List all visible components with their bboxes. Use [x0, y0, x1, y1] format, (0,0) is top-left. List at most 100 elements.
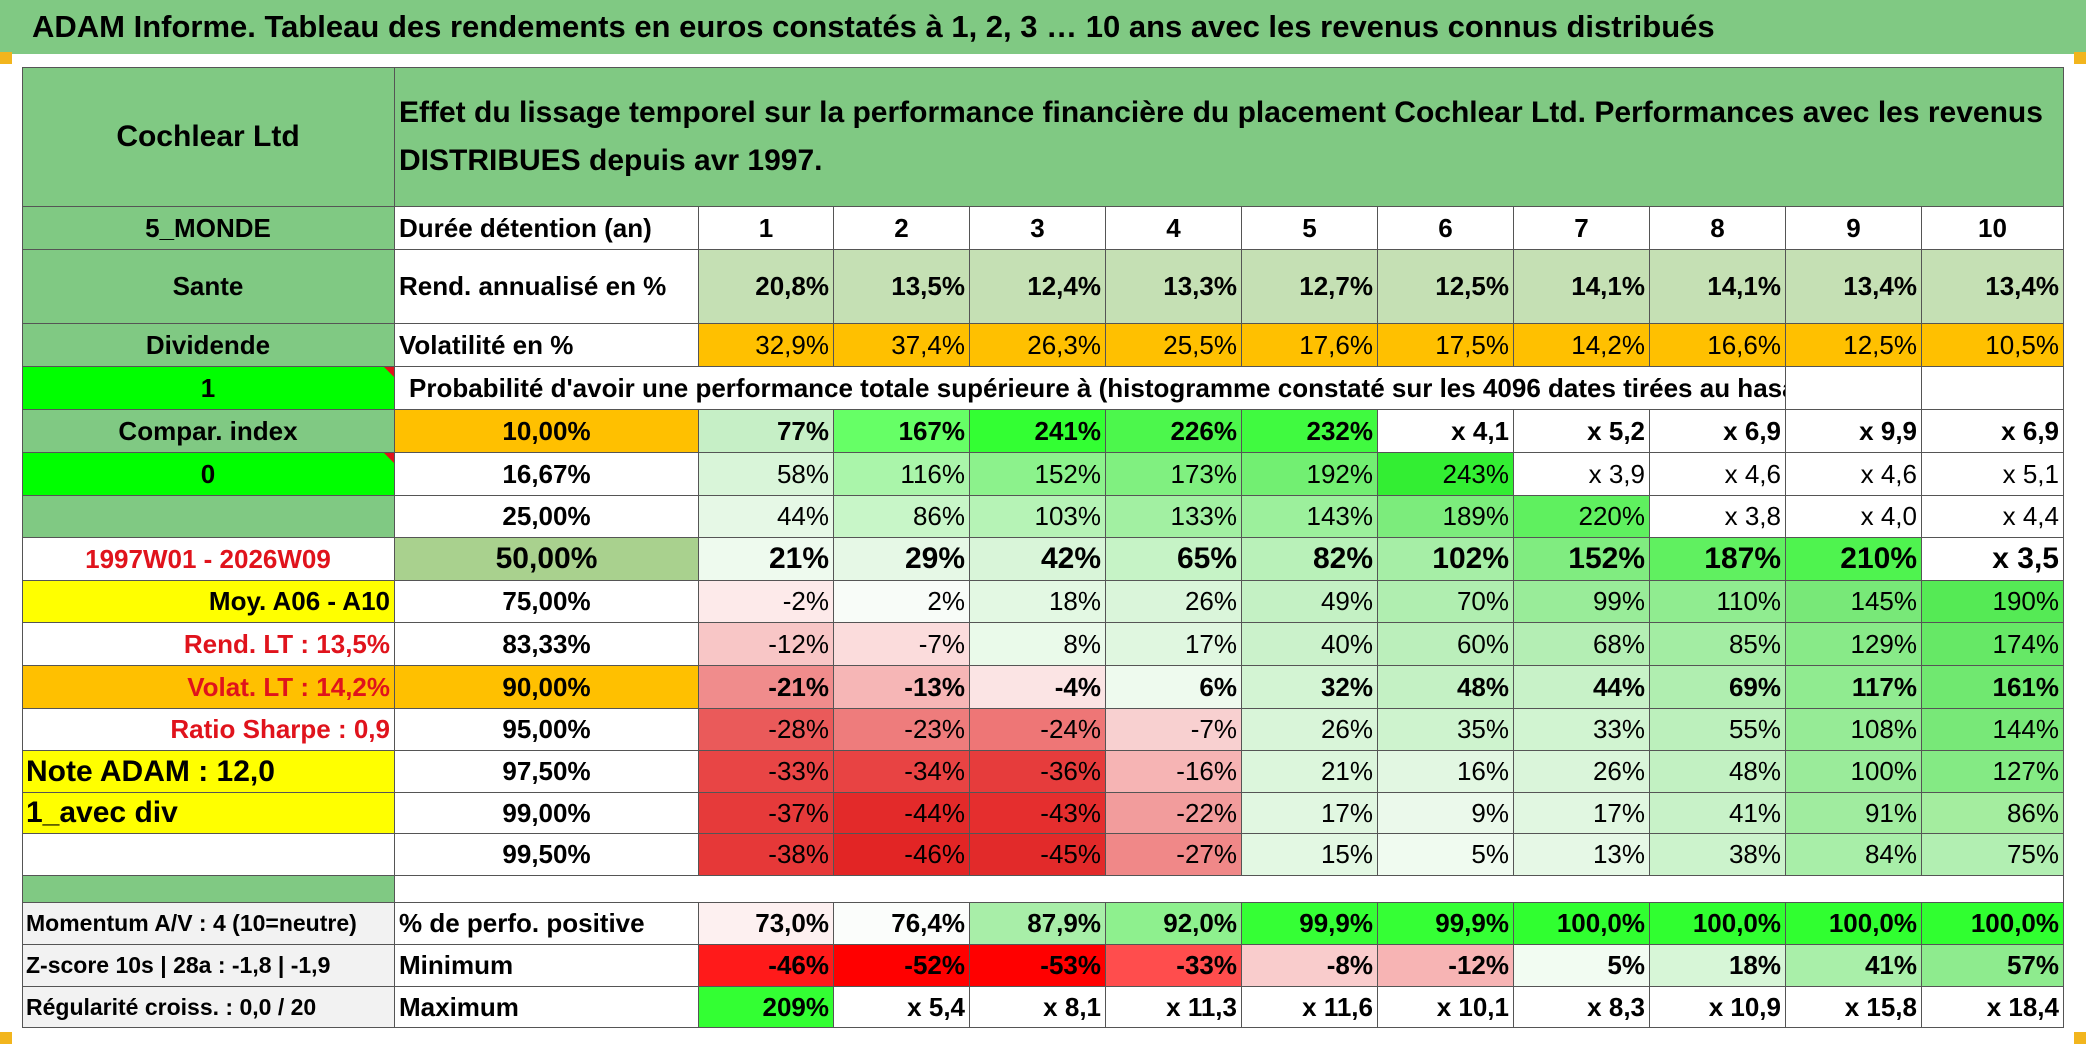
pos-label: % de perfo. positive: [395, 903, 699, 945]
quantile-value: -2%: [699, 581, 834, 623]
quantile-value: 226%: [1106, 410, 1242, 453]
quantile-value: 48%: [1378, 666, 1514, 709]
quantile-value: 69%: [1650, 666, 1786, 709]
max-value: x 11,6: [1242, 987, 1378, 1028]
vol-value: 26,3%: [970, 324, 1106, 367]
quantile-value: 49%: [1242, 581, 1378, 623]
quantile-label: 50,00%: [395, 538, 699, 581]
quantile-value: -7%: [1106, 709, 1242, 751]
quantile-value: -27%: [1106, 834, 1242, 876]
quantile-value: 38%: [1650, 834, 1786, 876]
vol-value: 37,4%: [834, 324, 970, 367]
quantile-value: -22%: [1106, 793, 1242, 834]
year-header: 8: [1650, 207, 1786, 250]
quantile-value: 145%: [1786, 581, 1922, 623]
quantile-value: x 5,2: [1514, 410, 1650, 453]
rend-value: 20,8%: [699, 250, 834, 324]
quantile-value: -13%: [834, 666, 970, 709]
quantile-value: 15%: [1242, 834, 1378, 876]
quantile-value: 13%: [1514, 834, 1650, 876]
quantile-value: 187%: [1650, 538, 1786, 581]
quantile-value: 77%: [699, 410, 834, 453]
quantile-value: -33%: [699, 751, 834, 793]
min-side-label: Z-score 10s | 28a : -1,8 | -1,9: [22, 945, 395, 987]
pos-value: 100,0%: [1786, 903, 1922, 945]
quantile-value: 17%: [1514, 793, 1650, 834]
pos-value: 99,9%: [1378, 903, 1514, 945]
quantile-value: 102%: [1378, 538, 1514, 581]
max-value: x 5,4: [834, 987, 970, 1028]
min-value: -46%: [699, 945, 834, 987]
quantile-value: 192%: [1242, 453, 1378, 496]
quantile-value: 65%: [1106, 538, 1242, 581]
quantile-value: x 6,9: [1650, 410, 1786, 453]
quantile-label: 83,33%: [395, 623, 699, 666]
max-value: x 8,1: [970, 987, 1106, 1028]
min-value: 5%: [1514, 945, 1650, 987]
rend-value: 13,4%: [1922, 250, 2064, 324]
quantile-label: 75,00%: [395, 581, 699, 623]
quantile-value: 243%: [1378, 453, 1514, 496]
quantile-value: 44%: [699, 496, 834, 538]
max-label: Maximum: [395, 987, 699, 1028]
min-value: -53%: [970, 945, 1106, 987]
empty-cell: [22, 876, 395, 903]
flag-1: 1: [22, 367, 395, 410]
max-side-label: Régularité croiss. : 0,0 / 20: [22, 987, 395, 1028]
quantile-value: 152%: [1514, 538, 1650, 581]
rend-value: 14,1%: [1514, 250, 1650, 324]
quantile-value: 99%: [1514, 581, 1650, 623]
quantile-value: -37%: [699, 793, 834, 834]
quantile-value: 21%: [699, 538, 834, 581]
min-value: 57%: [1922, 945, 2064, 987]
empty-cell: [1786, 367, 1922, 410]
max-value: x 10,1: [1378, 987, 1514, 1028]
year-header: 1: [699, 207, 834, 250]
quantile-value: 108%: [1786, 709, 1922, 751]
quantile-value: -36%: [970, 751, 1106, 793]
max-value: x 8,3: [1514, 987, 1650, 1028]
vol-value: 16,6%: [1650, 324, 1786, 367]
quantile-value: -21%: [699, 666, 834, 709]
vol-value: 17,6%: [1242, 324, 1378, 367]
quantile-value: 220%: [1514, 496, 1650, 538]
empty-cell: [395, 876, 2064, 903]
quantile-value: -45%: [970, 834, 1106, 876]
vol-value: 12,5%: [1786, 324, 1922, 367]
compar-index-label: Compar. index: [22, 410, 395, 453]
empty-cell: [22, 834, 395, 876]
quantile-value: 173%: [1106, 453, 1242, 496]
year-header: 6: [1378, 207, 1514, 250]
year-header: 10: [1922, 207, 2064, 250]
quantile-value: 85%: [1650, 623, 1786, 666]
quantile-label: 99,00%: [395, 793, 699, 834]
quantile-value: 70%: [1378, 581, 1514, 623]
pos-value: 92,0%: [1106, 903, 1242, 945]
quantile-value: 42%: [970, 538, 1106, 581]
quantile-label: 99,50%: [395, 834, 699, 876]
quantile-value: x 4,6: [1650, 453, 1786, 496]
probability-text: Probabilité d'avoir une performance tota…: [409, 372, 1786, 403]
vol-value: 14,2%: [1514, 324, 1650, 367]
avec-div-label: 1_avec div: [22, 793, 395, 834]
quantile-value: 100%: [1786, 751, 1922, 793]
quantile-value: 35%: [1378, 709, 1514, 751]
quantile-value: 103%: [970, 496, 1106, 538]
quantile-value: x 4,1: [1378, 410, 1514, 453]
min-value: -12%: [1378, 945, 1514, 987]
quantile-value: 58%: [699, 453, 834, 496]
region-label: 5_MONDE: [22, 207, 395, 250]
year-header: 2: [834, 207, 970, 250]
quantile-value: 174%: [1922, 623, 2064, 666]
corner-marker: [2074, 1032, 2086, 1044]
quantile-value: 9%: [1378, 793, 1514, 834]
quantile-value: x 4,4: [1922, 496, 2064, 538]
rend-lt-label: Rend. LT : 13,5%: [22, 623, 395, 666]
quantile-value: 116%: [834, 453, 970, 496]
sharpe-label: Ratio Sharpe : 0,9: [22, 709, 395, 751]
min-value: -33%: [1106, 945, 1242, 987]
income-type-label: Dividende: [22, 324, 395, 367]
quantile-value: 5%: [1378, 834, 1514, 876]
report-title: ADAM Informe. Tableau des rendements en …: [0, 0, 2086, 54]
period-label: 1997W01 - 2026W09: [22, 538, 395, 581]
